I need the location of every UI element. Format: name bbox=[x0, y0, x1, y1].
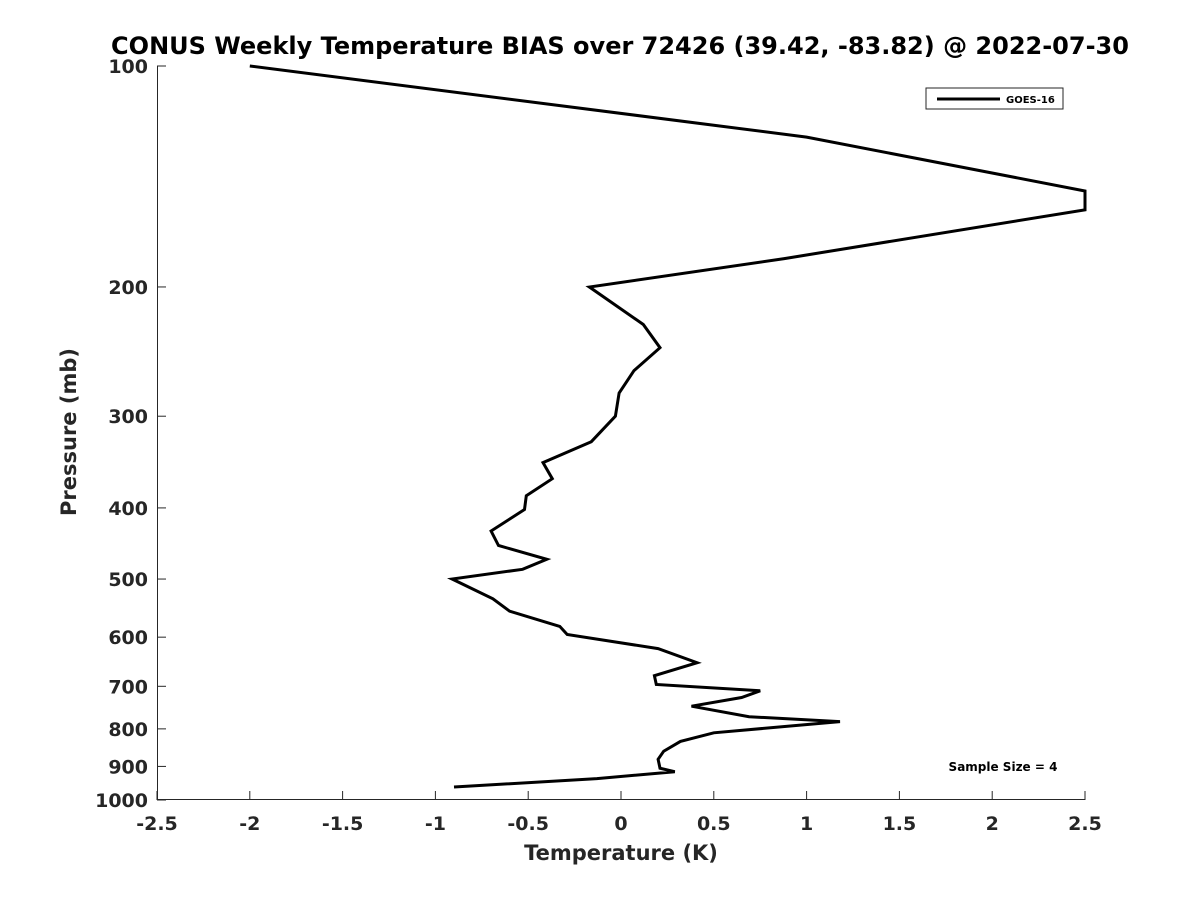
x-tick-label: -1.5 bbox=[322, 813, 364, 835]
y-axis-label: Pressure (mb) bbox=[57, 348, 81, 516]
x-axis-ticks: -2.5 -2 -1.5 -1 -0.5 0 0.5 1 1.5 2 2.5 bbox=[136, 791, 1102, 835]
x-tick-label: 0 bbox=[614, 813, 627, 835]
y-tick-label: 600 bbox=[108, 627, 148, 649]
x-tick-label: 2 bbox=[986, 813, 999, 835]
y-tick-label: 300 bbox=[108, 406, 148, 428]
legend-label-goes-16: GOES-16 bbox=[1006, 95, 1055, 106]
series-line-goes-16 bbox=[249, 64, 1087, 789]
x-tick-label: -2.5 bbox=[136, 813, 178, 835]
legend: GOES-16 bbox=[925, 87, 1064, 110]
y-tick-label: 100 bbox=[108, 56, 148, 78]
x-tick-label: 2.5 bbox=[1068, 813, 1102, 835]
y-tick-label: 400 bbox=[108, 498, 148, 520]
y-tick-label: 500 bbox=[108, 569, 148, 591]
y-tick-label: 800 bbox=[108, 719, 148, 741]
x-tick-label: -0.5 bbox=[507, 813, 549, 835]
y-tick-label: 900 bbox=[108, 756, 148, 778]
x-tick-label: -1 bbox=[425, 813, 446, 835]
sample-size-annotation: Sample Size = 4 bbox=[949, 760, 1058, 774]
y-tick-label: 200 bbox=[108, 277, 148, 299]
chart-title: CONUS Weekly Temperature BIAS over 72426… bbox=[111, 32, 1129, 60]
x-tick-label: 1 bbox=[800, 813, 813, 835]
x-axis-label: Temperature (K) bbox=[524, 841, 718, 865]
x-tick-label: 1.5 bbox=[883, 813, 917, 835]
x-tick-label: -2 bbox=[239, 813, 260, 835]
y-axis-ticks: 100 200 300 400 500 600 700 800 900 1000 bbox=[95, 56, 166, 812]
y-tick-label: 700 bbox=[108, 676, 148, 698]
y-tick-label: 1000 bbox=[95, 790, 148, 812]
x-tick-label: 0.5 bbox=[697, 813, 731, 835]
